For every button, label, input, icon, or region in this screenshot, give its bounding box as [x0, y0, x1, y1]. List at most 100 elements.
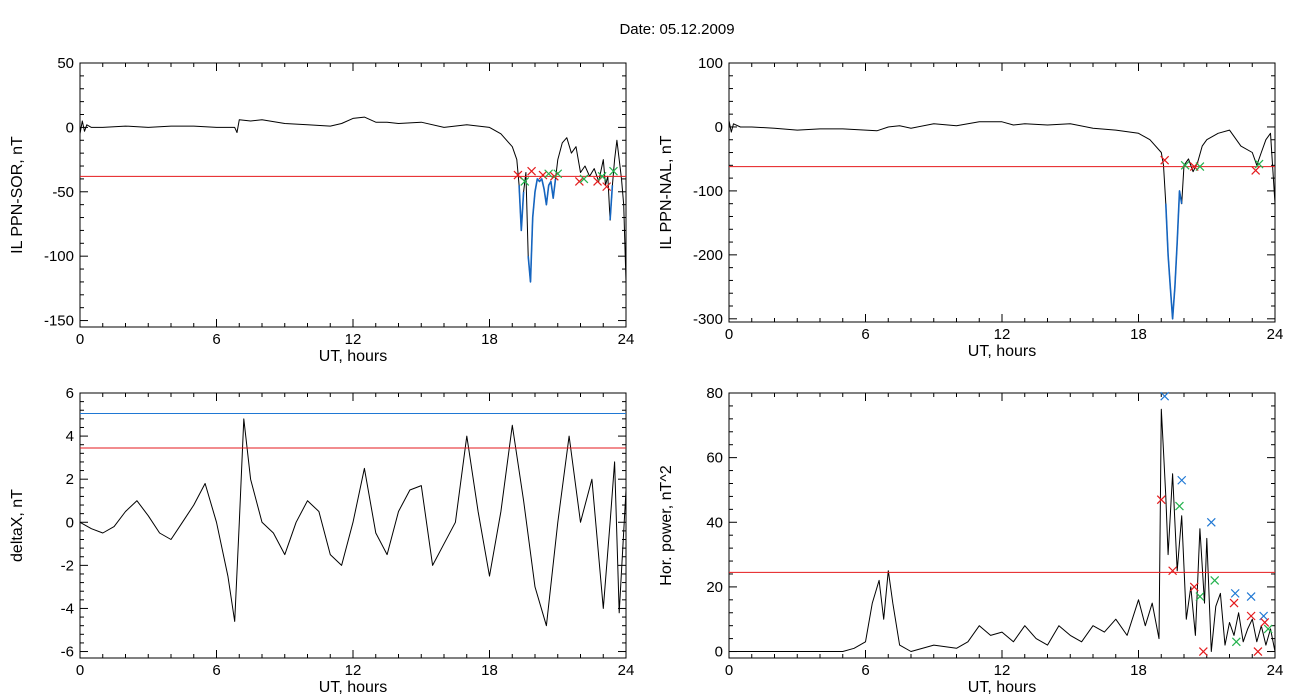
- y-tick-label: 0: [715, 644, 723, 661]
- event-marker-start: [1189, 582, 1199, 592]
- marker-stroke: [553, 169, 563, 179]
- series-line: [80, 116, 626, 283]
- x-tick-label: 0: [76, 662, 84, 679]
- y-tick-label: 0: [715, 119, 723, 136]
- event-marker-end: [1210, 576, 1220, 585]
- y-tick-label: -2: [61, 557, 74, 574]
- y-tick-label: 20: [706, 579, 723, 596]
- event-marker-start: [1156, 495, 1166, 505]
- series-line: [80, 418, 626, 627]
- marker-stroke: [1177, 475, 1187, 485]
- x-tick-label: 6: [212, 662, 220, 679]
- x-axis-label: UT, hours: [968, 343, 1036, 360]
- event-marker-start: [538, 170, 548, 180]
- marker-stroke: [597, 171, 607, 181]
- y-tick-label: -300: [693, 311, 723, 328]
- event-marker-start: [1253, 647, 1263, 656]
- marker-stroke: [1198, 647, 1208, 656]
- marker-stroke: [1210, 576, 1220, 585]
- y-tick-label: -6: [61, 644, 74, 661]
- event-marker-start: [1229, 598, 1239, 608]
- event-marker-end: [597, 171, 607, 181]
- panel-il-nal: 0 6 12 18 24 100 0 -100 -200 -300 UT, hours IL PPN-…: [658, 55, 1283, 360]
- marker-stroke: [1175, 501, 1184, 511]
- event-marker-start: [1246, 611, 1256, 621]
- y-tick-label: 0: [66, 514, 74, 531]
- marker-stroke: [520, 177, 530, 186]
- x-tick-label: 0: [725, 326, 733, 343]
- marker-stroke: [1160, 155, 1170, 165]
- x-axis-label: UT, hours: [319, 348, 387, 365]
- marker-stroke: [1229, 598, 1239, 608]
- x-tick-label: 6: [861, 326, 869, 343]
- marker-stroke: [513, 170, 523, 180]
- event-marker-end: [1195, 592, 1205, 602]
- event-marker-end: [1263, 624, 1273, 634]
- y-axis-label: deltaX, nT: [9, 489, 26, 562]
- marker-stroke: [1206, 517, 1216, 527]
- x-tick-label: 12: [994, 662, 1011, 679]
- y-axis-label: Hor. power, nT^2: [658, 465, 675, 586]
- marker-stroke: [1168, 566, 1178, 576]
- y-tick-label: 60: [706, 450, 723, 467]
- x-axis-label: UT, hours: [968, 679, 1036, 696]
- event-marker-end: [553, 169, 563, 179]
- plot-frame: [79, 62, 627, 328]
- marker-stroke: [1246, 611, 1256, 621]
- event-marker-start: [1251, 166, 1261, 175]
- event-marker-start: [527, 166, 537, 176]
- y-axis-label: IL PPN-NAL, nT: [658, 135, 675, 249]
- x-tick-label: 24: [618, 662, 635, 679]
- panel-deltax: 0 6 12 18 24 6 4 2 0 -2 -4 -6 UT, hours deltaX, nT: [9, 385, 634, 696]
- marker-stroke: [609, 166, 618, 176]
- plot-area: [729, 408, 1275, 652]
- event-highlight-line: [1165, 190, 1183, 320]
- y-tick-label: -4: [61, 600, 74, 617]
- event-marker-end: [1195, 162, 1205, 172]
- marker-stroke: [1231, 637, 1241, 647]
- x-tick-label: 24: [618, 331, 635, 348]
- event-marker-end: [520, 177, 530, 186]
- x-axis-label: UT, hours: [319, 679, 387, 696]
- y-tick-label: -50: [52, 184, 74, 201]
- x-tick-label: 18: [1130, 662, 1147, 679]
- x-tick-label: 0: [725, 662, 733, 679]
- marker-stroke: [1180, 160, 1190, 170]
- x-tick-label: 12: [345, 331, 362, 348]
- event-marker-end: [544, 169, 554, 179]
- marker-stroke: [1251, 166, 1261, 175]
- event-marker-end: [1254, 159, 1264, 169]
- event-marker-start: [574, 177, 584, 186]
- event-marker-end: [1180, 160, 1190, 170]
- marker-stroke: [527, 166, 537, 176]
- y-tick-label: 4: [66, 428, 74, 445]
- event-marker-peak: [1230, 588, 1240, 598]
- event-marker-start: [602, 182, 612, 192]
- y-tick-label: -100: [44, 248, 74, 265]
- marker-stroke: [1189, 582, 1199, 592]
- x-tick-label: 18: [1130, 326, 1147, 343]
- x-tick-label: 18: [481, 662, 498, 679]
- event-marker-peak: [1160, 391, 1170, 401]
- y-tick-label: 0: [66, 119, 74, 136]
- marker-stroke: [544, 169, 554, 179]
- marker-stroke: [579, 174, 589, 184]
- event-marker-end: [1175, 501, 1184, 511]
- series-line: [729, 120, 1275, 320]
- series-line: [729, 408, 1275, 652]
- marker-stroke: [538, 170, 548, 180]
- marker-stroke: [1246, 592, 1256, 602]
- marker-stroke: [1156, 495, 1166, 505]
- y-tick-label: 6: [66, 385, 74, 402]
- plot-area: [80, 116, 626, 283]
- plot-area: [729, 120, 1275, 320]
- event-marker-end: [1231, 637, 1241, 647]
- event-highlight-line: [518, 185, 525, 232]
- x-tick-label: 24: [1267, 662, 1284, 679]
- plot-frame: [728, 392, 1276, 659]
- event-highlight-line: [609, 185, 614, 221]
- marker-stroke: [1253, 647, 1263, 656]
- marker-stroke: [1260, 618, 1270, 627]
- y-tick-label: 50: [57, 55, 74, 72]
